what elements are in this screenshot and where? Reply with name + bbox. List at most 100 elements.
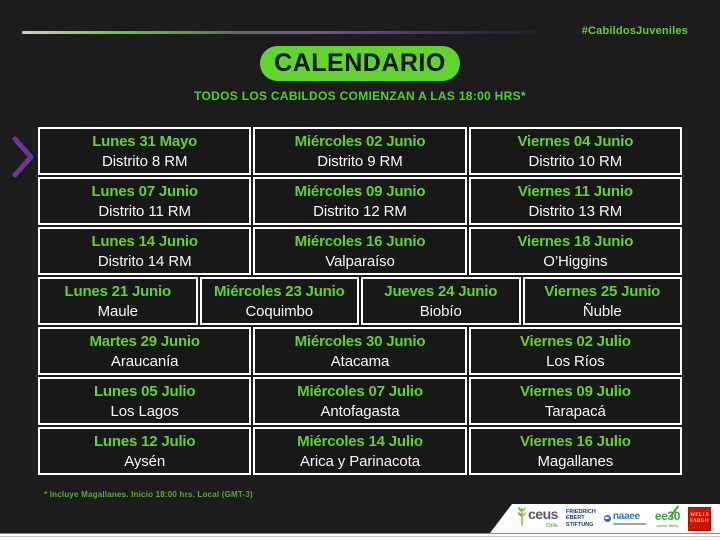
ee30-logo-subtext: under thirty: [656, 522, 679, 528]
cabildo-date: Lunes 05 Julio: [93, 383, 196, 400]
bottom-divider-line: [0, 536, 720, 537]
fes-line2: EBERT: [565, 515, 585, 522]
ee30-logo: ee30 under thirty: [654, 504, 681, 528]
calendar-cell: Lunes 14 Junio Distrito 14 RM: [38, 227, 252, 275]
naaee-logo: naaee: [603, 511, 647, 525]
sponsor-logo-banner: ceus Chile FRIEDRICH EBERT STIFTUNG naae…: [490, 504, 720, 533]
cabildo-date: Miércoles 23 Junio: [213, 283, 345, 300]
cabildo-date: Jueves 24 Junio: [384, 283, 498, 300]
chevron-right-icon: [11, 135, 37, 184]
cabildo-date: Lunes 21 Junio: [64, 283, 172, 300]
cabildo-date: Miércoles 07 Julio: [297, 383, 423, 400]
calendar-cell: Jueves 24 Junio Biobío: [361, 277, 521, 325]
calendar-row: Lunes 31 Mayo Distrito 8 RM Miércoles 02 J…: [38, 127, 682, 175]
naaee-tagline-bar: [612, 523, 647, 525]
wells-fargo-line2: FARGO: [690, 518, 709, 524]
friedrich-ebert-stiftung-logo: FRIEDRICH EBERT STIFTUNG: [566, 509, 596, 527]
cabildo-date: Lunes 12 Julio: [93, 433, 196, 450]
cabildo-location: Aysén: [124, 453, 166, 470]
calendar-cell: Viernes 18 Junio O’Higgins: [468, 227, 682, 275]
calendar-cell: Martes 29 Junio Araucanía: [38, 327, 252, 375]
cabildo-location: Los Ríos: [546, 353, 605, 370]
cabildo-date: Miércoles 02 Junio: [294, 133, 426, 150]
calendar-cell: Lunes 21 Junio Maule: [38, 277, 198, 325]
cabildo-date: Viernes 18 Junio: [517, 233, 634, 250]
cabildo-location: Antofagasta: [320, 403, 400, 420]
cabildo-date: Martes 29 Junio: [89, 333, 200, 350]
fes-line3: STIFTUNG: [565, 521, 594, 528]
cabildo-date: Viernes 02 Julio: [519, 333, 631, 350]
calendar-row: Martes 29 Junio Araucanía Miércoles 30 Jun…: [38, 327, 682, 375]
cabildo-date: Lunes 14 Junio: [91, 233, 198, 250]
globe-icon: [603, 515, 611, 522]
ceus-logo-subtext: Chile: [545, 522, 558, 529]
cabildo-location: Los Lagos: [110, 403, 179, 420]
cabildo-date: Viernes 16 Julio: [519, 433, 631, 450]
footnote: * Incluye Magallanes. Inicio 18:00 hrs. …: [44, 490, 253, 499]
calendar-cell: Lunes 31 Mayo Distrito 8 RM: [38, 127, 252, 175]
ceus-logo-text: ceus: [528, 505, 558, 522]
calendar-cell: Miércoles 09 Junio Distrito 12 RM: [253, 177, 467, 225]
calendar-cell: Viernes 11 Junio Distrito 13 RM: [468, 177, 682, 225]
cabildo-location: Distrito 8 RM: [101, 153, 188, 170]
calendar-cell: Miércoles 23 Junio Coquimbo: [199, 277, 359, 325]
wheat-icon: [517, 506, 527, 532]
calendar-grid: Lunes 31 Mayo Distrito 8 RM Miércoles 02 J…: [38, 127, 682, 475]
cabildo-location: Distrito 13 RM: [528, 203, 623, 220]
cabildo-location: Valparaíso: [325, 253, 395, 270]
cabildo-date: Viernes 11 Junio: [517, 183, 633, 200]
cabildo-location: Tarapacá: [544, 403, 606, 420]
cabildo-location: Distrito 12 RM: [313, 203, 407, 220]
cabildo-location: Magallanes: [537, 453, 614, 470]
naaee-logo-text: naaee: [612, 511, 640, 522]
calendar-cell: Lunes 07 Junio Distrito 11 RM: [38, 177, 252, 225]
calendar-cell: Miércoles 16 Junio Valparaíso: [253, 227, 467, 275]
cabildo-location: Distrito 14 RM: [97, 253, 192, 270]
calendar-row: Lunes 07 Junio Distrito 11 RM Miércoles 09…: [38, 177, 682, 225]
calendar-cell: Miércoles 14 Julio Arica y Parinacota: [253, 427, 467, 475]
cabildo-location: Arica y Parinacota: [300, 453, 420, 470]
cabildo-location: Maule: [97, 303, 138, 320]
cabildo-location: Coquimbo: [245, 303, 314, 320]
calendar-cell: Miércoles 07 Julio Antofagasta: [253, 377, 467, 425]
cabildo-date: Miércoles 09 Junio: [294, 183, 426, 200]
calendar-cell: Miércoles 30 Junio Atacama: [253, 327, 467, 375]
wells-fargo-logo: WELLS FARGO: [687, 506, 711, 531]
calendar-cell: Miércoles 02 Junio Distrito 9 RM: [253, 127, 467, 175]
header-gradient-line: [22, 31, 559, 34]
cabildo-date: Lunes 31 Mayo: [92, 133, 198, 150]
page-title: CALENDARIO: [260, 46, 460, 81]
calendar-row: Lunes 05 Julio Los Lagos Miércoles 07 Juli…: [38, 377, 682, 425]
wells-fargo-line1: WELLS: [690, 512, 709, 518]
calendar-row: Lunes 12 Julio Aysén Miércoles 14 Julio Ari…: [38, 427, 682, 475]
calendar-cell: Viernes 25 Junio Ñuble: [522, 277, 682, 325]
calendar-cell: Viernes 04 Junio Distrito 10 RM: [468, 127, 682, 175]
cabildo-date: Viernes 09 Julio: [519, 383, 631, 400]
calendar-cell: Viernes 16 Julio Magallanes: [468, 427, 682, 475]
hashtag-label: #CabildosJuveniles: [581, 25, 688, 37]
cabildo-date: Miércoles 16 Junio: [294, 233, 426, 250]
calendar-row: Lunes 21 Junio Maule Miércoles 23 Junio Coq…: [38, 277, 682, 325]
cabildo-location: Biobío: [419, 303, 462, 320]
cabildo-location: Atacama: [330, 353, 390, 370]
cabildo-location: Distrito 11 RM: [98, 203, 191, 220]
cabildo-date: Viernes 25 Junio: [544, 283, 661, 300]
cabildo-location: Distrito 9 RM: [317, 153, 403, 170]
calendar-cell: Lunes 05 Julio Los Lagos: [38, 377, 252, 425]
calendar-cell: Viernes 09 Julio Tarapacá: [468, 377, 682, 425]
page-subtitle: TODOS LOS CABILDOS COMIENZAN A LAS 18:00…: [194, 89, 526, 103]
page-title-text: CALENDARIO: [274, 49, 446, 77]
calendar-cell: Viernes 02 Julio Los Ríos: [468, 327, 682, 375]
cabildo-location: O’Higgins: [543, 253, 608, 270]
ee30-logo-text: ee30: [654, 508, 681, 523]
fes-line1: FRIEDRICH: [565, 509, 596, 516]
cabildo-date: Miércoles 30 Junio: [294, 333, 426, 350]
ceus-chile-logo: ceus Chile: [517, 506, 558, 532]
cabildo-date: Viernes 04 Junio: [517, 133, 634, 150]
cabildo-location: Ñuble: [582, 303, 622, 320]
calendar-row: Lunes 14 Junio Distrito 14 RM Miércoles 16…: [38, 227, 682, 275]
cabildo-location: Distrito 10 RM: [528, 153, 623, 170]
cabildo-date: Miércoles 14 Julio: [297, 433, 423, 450]
bottom-divider-strip: [0, 533, 720, 540]
cabildo-location: Araucanía: [110, 353, 179, 370]
